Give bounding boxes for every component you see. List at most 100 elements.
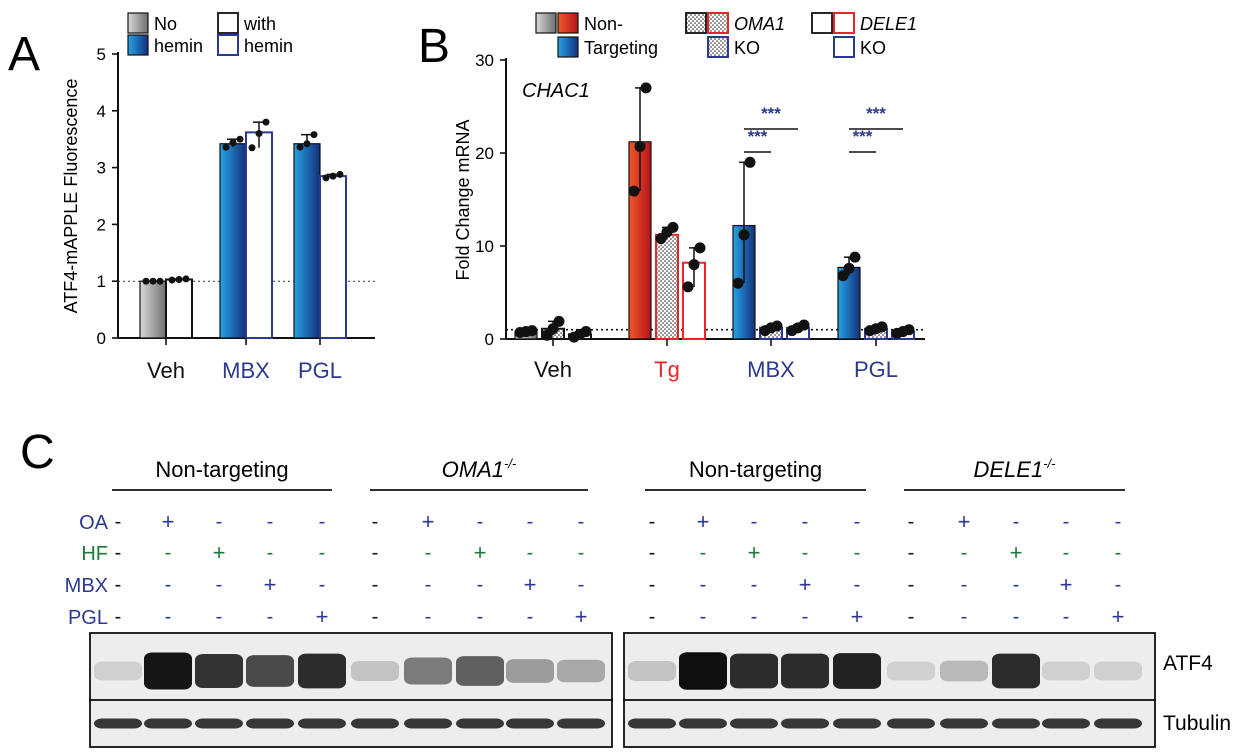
data-point [255, 130, 263, 138]
group-label-superscript: -/- [504, 456, 517, 471]
y-tick-label: 30 [475, 51, 494, 70]
minus-sign: - [854, 542, 861, 564]
panel-b-label: B [418, 20, 450, 73]
legend-oma1: OMA1 [734, 14, 785, 34]
plus-sign: + [799, 572, 812, 597]
data-point [168, 276, 176, 284]
data-point [248, 144, 256, 152]
blot-band [679, 652, 727, 690]
data-point [903, 324, 915, 336]
group-label: DELE1-/- [974, 456, 1057, 482]
panel-a-ylabel: ATF4-mAPPLE Fluorescence [61, 79, 81, 314]
panel-c: C Non-targeting OMA1-/- Non-targeting DELE1… [20, 426, 1231, 748]
minus-sign: - [700, 574, 707, 596]
plus-sign: + [162, 509, 175, 534]
minus-sign: - [1013, 574, 1020, 596]
minus-sign: - [425, 606, 432, 628]
blot-band [833, 718, 881, 729]
legend-dele1: DELE1 [860, 14, 917, 34]
data-point [322, 174, 330, 182]
minus-sign: - [319, 574, 326, 596]
minus-sign: - [1115, 542, 1122, 564]
minus-sign: - [216, 574, 223, 596]
legend-with-bottom: hemin [244, 36, 293, 56]
blot-band [298, 653, 346, 689]
panel-a: A ATF4-mAPPLE Fluorescence 0 1 2 3 4 5 Veh MBX… [8, 12, 375, 383]
blot-band [404, 657, 452, 685]
data-point [682, 281, 694, 293]
plus-sign: + [1010, 540, 1023, 565]
panel-b-significance: *** *** *** *** [744, 104, 903, 153]
significance-stars: *** [748, 127, 768, 146]
data-point [156, 277, 164, 285]
significance-stars: *** [853, 127, 873, 146]
legend-with-top: with [243, 14, 276, 34]
minus-sign: - [961, 574, 968, 596]
plus-sign: + [1112, 604, 1125, 629]
minus-sign: - [751, 511, 758, 533]
data-point [732, 277, 744, 289]
minus-sign: - [908, 542, 915, 564]
plus-sign: + [422, 509, 435, 534]
blot-band [506, 659, 554, 683]
data-point [336, 170, 344, 178]
legend-swatch-nt-blue [557, 36, 579, 58]
minus-sign: - [649, 511, 656, 533]
blot-band [557, 659, 605, 683]
treatment-label: PGL [68, 607, 108, 629]
data-point [837, 270, 849, 282]
minus-sign: - [527, 606, 534, 628]
blot-band [628, 718, 676, 729]
blot-label: ATF4 [1163, 652, 1213, 675]
minus-sign: - [961, 542, 968, 564]
legend-swatch-nt-red [557, 12, 579, 34]
blot-band [506, 718, 554, 729]
panel-c-label: C [20, 426, 55, 479]
minus-sign: - [1115, 574, 1122, 596]
blot-band [781, 718, 829, 729]
category-label: Tg [654, 357, 680, 382]
blot-band [887, 718, 935, 729]
minus-sign: - [165, 606, 172, 628]
plus-sign: + [697, 509, 710, 534]
minus-sign: - [115, 574, 122, 596]
minus-sign: - [115, 542, 122, 564]
minus-sign: - [961, 606, 968, 628]
significance-stars: *** [761, 104, 781, 123]
minus-sign: - [802, 606, 809, 628]
blot-band [246, 655, 294, 687]
minus-sign: - [216, 606, 223, 628]
minus-sign: - [751, 574, 758, 596]
minus-sign: - [267, 511, 274, 533]
legend-no-top: No [154, 14, 177, 34]
blot-band [1042, 661, 1090, 681]
blot-band [351, 661, 399, 681]
plus-sign: + [474, 540, 487, 565]
minus-sign: - [372, 542, 379, 564]
data-point [310, 131, 318, 139]
minus-sign: - [649, 574, 656, 596]
minus-sign: - [1063, 606, 1070, 628]
minus-sign: - [908, 511, 915, 533]
legend-swatch-dele1-black [811, 12, 833, 34]
data-point [142, 277, 150, 285]
data-point [634, 140, 646, 152]
blot-label: Tubulin [1163, 712, 1231, 735]
data-point [688, 259, 700, 271]
data-point [262, 118, 270, 126]
legend-swatch-no-hemin-blue [127, 34, 149, 56]
minus-sign: - [372, 606, 379, 628]
plus-sign: + [524, 572, 537, 597]
blot-band [195, 653, 243, 689]
plus-sign: + [575, 604, 588, 629]
legend-nt-top: Non- [584, 14, 623, 34]
plus-sign: + [316, 604, 329, 629]
western-treatments: OA - + - - - - + - - - - + - - - - + - - -HF - - + - - - - + - - - - + - - -… [65, 509, 1125, 629]
blot-band [781, 653, 829, 689]
plus-sign: + [958, 509, 971, 534]
blot-band [456, 718, 504, 729]
minus-sign: - [700, 606, 707, 628]
minus-sign: - [165, 542, 172, 564]
minus-sign: - [372, 511, 379, 533]
